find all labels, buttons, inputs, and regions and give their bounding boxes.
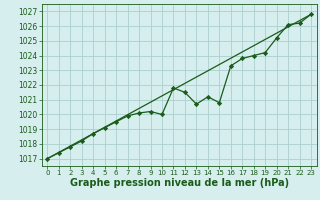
X-axis label: Graphe pression niveau de la mer (hPa): Graphe pression niveau de la mer (hPa) — [70, 178, 289, 188]
